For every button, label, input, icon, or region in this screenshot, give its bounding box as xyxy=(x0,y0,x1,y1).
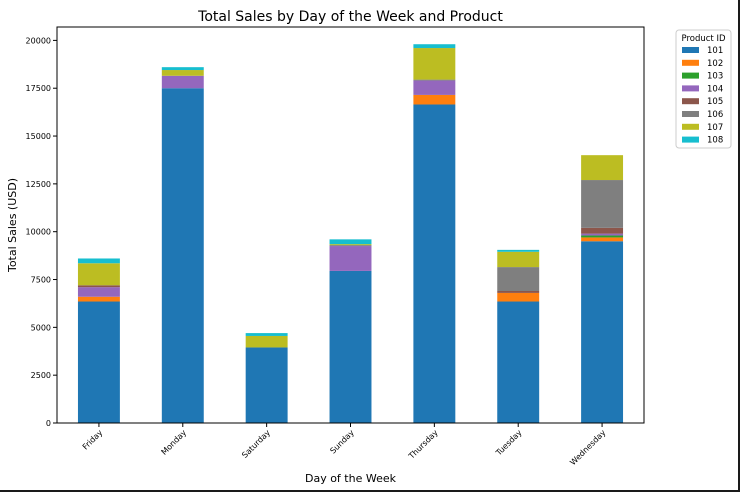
bar-thursday-product-104 xyxy=(413,80,456,95)
legend-label-103: 103 xyxy=(707,72,723,82)
legend-swatch-108 xyxy=(682,136,699,143)
legend-swatch-101 xyxy=(682,47,699,53)
x-tick-label-tuesday: Tuesday xyxy=(494,428,524,458)
legend-box xyxy=(675,29,732,149)
bar-wednesday-product-104 xyxy=(581,233,624,236)
bar-tuesday-product-101 xyxy=(497,301,540,423)
bar-friday-product-108 xyxy=(77,258,120,264)
y-tick-label: 7500 xyxy=(31,276,51,285)
legend-swatch-103 xyxy=(682,72,699,79)
y-tick-label: 17500 xyxy=(26,84,51,93)
y-tick-label: 10000 xyxy=(26,228,51,237)
y-tick-label: 2500 xyxy=(31,371,51,380)
legend-swatch-107 xyxy=(682,123,699,130)
legend-swatch-104 xyxy=(682,85,699,92)
bar-friday-product-104 xyxy=(77,287,120,297)
bar-saturday-product-108 xyxy=(245,333,288,336)
legend-label-108: 108 xyxy=(707,136,723,146)
bar-wednesday-product-107 xyxy=(581,155,624,181)
y-tick-label: 0 xyxy=(46,419,51,428)
bar-monday-product-104 xyxy=(161,75,204,89)
bar-thursday-product-102 xyxy=(413,94,456,105)
x-tick-label-monday: Monday xyxy=(159,428,188,457)
x-axis: Friday Monday Saturday Sunday Thursday Tuesda… xyxy=(81,423,608,467)
x-tick-label-wednesday: Wednesday xyxy=(568,428,607,467)
bar-tuesday-product-108 xyxy=(497,249,540,252)
y-tick-label: 20000 xyxy=(26,36,51,45)
bar-sunday-product-107 xyxy=(329,244,372,246)
bar-wednesday-product-105 xyxy=(581,227,624,234)
x-tick-label-saturday: Saturday xyxy=(240,428,272,460)
legend-label-104: 104 xyxy=(707,84,723,94)
x-tick-label-sunday: Sunday xyxy=(328,428,356,456)
y-tick-label: 5000 xyxy=(31,323,51,332)
chart-title: Total Sales by Day of the Week and Produ… xyxy=(197,9,503,25)
legend-swatch-105 xyxy=(682,98,699,105)
bar-tuesday-product-102 xyxy=(497,292,540,302)
legend-title: Product ID xyxy=(681,34,725,44)
bar-tuesday-product-105 xyxy=(497,291,540,293)
bar-tuesday-product-107 xyxy=(497,251,540,268)
x-tick-label-thursday: Thursday xyxy=(406,428,440,462)
legend-swatch-106 xyxy=(682,111,699,117)
bar-wednesday-product-101 xyxy=(581,241,624,423)
legend-label-106: 106 xyxy=(707,110,723,120)
legend-swatch-102 xyxy=(682,59,699,66)
legend-items: 101 102 103 104 105 106 107 108 xyxy=(682,46,723,146)
bar-thursday-product-106 xyxy=(413,79,456,81)
bar-thursday-product-108 xyxy=(413,44,456,49)
x-tick-label-friday: Friday xyxy=(81,428,105,452)
legend-label-102: 102 xyxy=(707,59,723,69)
y-axis: 0 2500 5000 7500 10000 12500 15000 17500 20000 xyxy=(26,36,57,428)
legend-label-101: 101 xyxy=(707,46,723,56)
legend-label-107: 107 xyxy=(707,123,723,133)
bar-sunday-product-108 xyxy=(329,239,372,245)
bar-friday-product-101 xyxy=(77,301,120,423)
bar-wednesday-product-103 xyxy=(581,235,624,238)
bar-thursday-product-101 xyxy=(413,104,456,423)
bar-tuesday-product-106 xyxy=(497,267,540,291)
bars-layer xyxy=(77,44,624,423)
bar-monday-product-108 xyxy=(161,67,204,71)
bar-wednesday-product-106 xyxy=(581,180,624,228)
bar-sunday-product-106 xyxy=(329,245,372,247)
legend-label-105: 105 xyxy=(707,97,723,107)
bar-friday-product-105 xyxy=(77,285,120,288)
legend: Product ID 101 102 103 104 105 106 107 108 xyxy=(675,29,732,149)
bar-friday-product-107 xyxy=(77,263,120,286)
x-axis-label: Day of the Week xyxy=(305,472,397,485)
bar-saturday-product-101 xyxy=(245,347,288,423)
bar-sunday-product-101 xyxy=(329,270,372,423)
bar-sunday-product-104 xyxy=(329,246,372,271)
bar-wednesday-product-102 xyxy=(581,237,624,242)
bar-saturday-product-107 xyxy=(245,335,288,348)
bar-monday-product-101 xyxy=(161,88,204,423)
bar-friday-product-102 xyxy=(77,296,120,302)
y-tick-label: 15000 xyxy=(26,132,51,141)
bar-monday-product-107 xyxy=(161,70,204,76)
y-tick-label: 12500 xyxy=(26,180,51,189)
y-axis-label: Total Sales (USD) xyxy=(6,178,19,273)
bar-thursday-product-107 xyxy=(413,48,456,80)
